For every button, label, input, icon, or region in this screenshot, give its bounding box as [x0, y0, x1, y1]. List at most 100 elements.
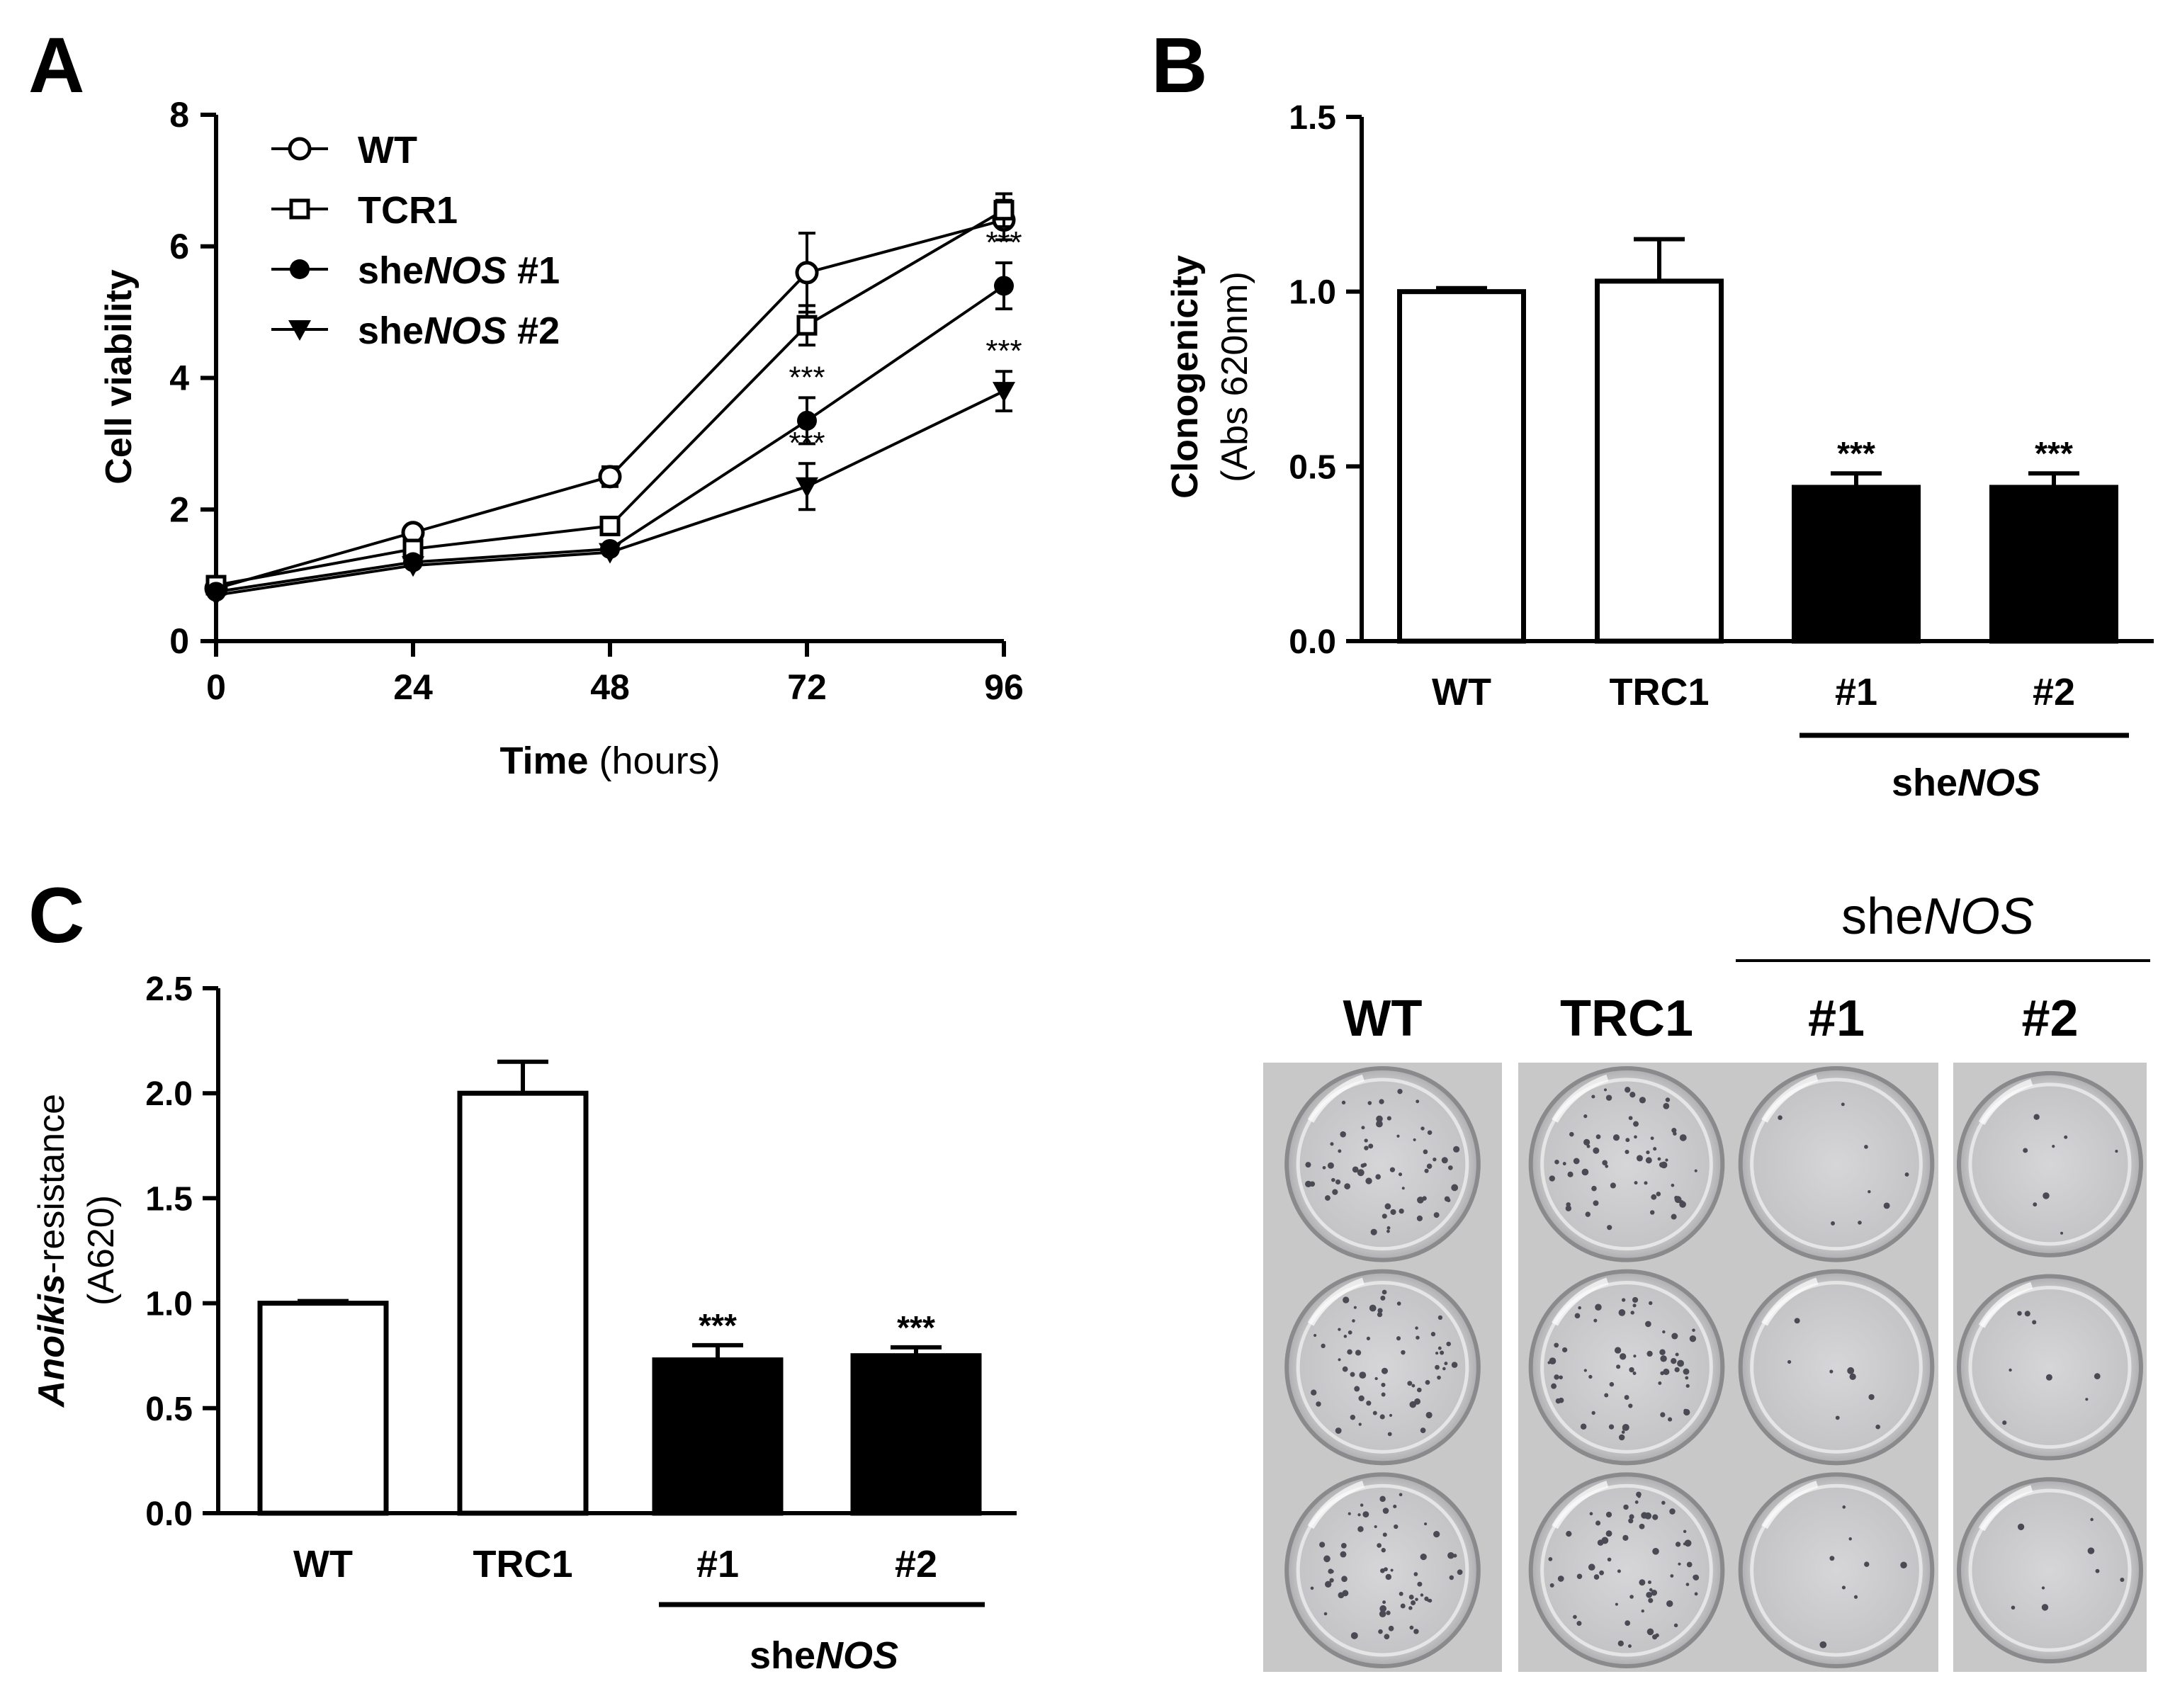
colony-dot — [1625, 1087, 1631, 1093]
y-tick-label: 0 — [169, 621, 189, 661]
colony-dot — [1573, 1614, 1577, 1619]
colony-dot — [1549, 1357, 1557, 1365]
colony-dot — [1344, 1183, 1350, 1189]
colony-dot — [1325, 1580, 1332, 1588]
plate-column-n1: #1 — [1734, 990, 1938, 1672]
colony-dot — [1595, 1520, 1601, 1526]
colony-dot — [1829, 1369, 1834, 1374]
colony-dot — [1331, 1177, 1335, 1182]
bar-n1 — [652, 1357, 784, 1516]
colony-dot — [1609, 1381, 1615, 1387]
marker-open-circle — [795, 261, 819, 285]
colony-dot — [1614, 1347, 1622, 1354]
legend-label: TCR1 — [358, 189, 458, 232]
well-glare — [1307, 1074, 1365, 1123]
colony-dot — [1335, 1179, 1341, 1185]
colony-dot — [1389, 1413, 1393, 1418]
colony-dot — [1671, 1128, 1677, 1133]
colony-dot — [1365, 1177, 1372, 1184]
colony-dot — [1398, 1172, 1403, 1177]
colony-dot — [1625, 1620, 1631, 1627]
colony-dot — [1447, 1551, 1454, 1559]
colony-dot — [1595, 1303, 1602, 1311]
colony-dot — [1357, 1169, 1365, 1177]
colony-dot — [1554, 1159, 1559, 1165]
legend-label: WT — [358, 129, 417, 171]
colony-dot — [1360, 1163, 1365, 1168]
well-glare — [1552, 1277, 1609, 1326]
well-rim-highlight — [1750, 1281, 1923, 1454]
colony-dot — [1446, 1341, 1451, 1347]
colony-dot — [1408, 1595, 1414, 1600]
y-tick-label: 8 — [169, 95, 189, 135]
colony-dot — [1417, 1387, 1422, 1393]
colony-dot — [1338, 1592, 1345, 1599]
colony-dot — [1641, 1609, 1644, 1613]
colony-dot — [1607, 1225, 1612, 1231]
culture-well — [1738, 1472, 1935, 1669]
colony-dot — [1416, 1099, 1420, 1104]
plate-column-label: TRC1 — [1560, 990, 1693, 1047]
series-tcr1 — [205, 192, 1015, 596]
colony-dot — [1425, 1411, 1433, 1419]
chart-c-ticks: 0.0 0.5 1.0 1.5 2.0 2.5 — [145, 971, 218, 1533]
plate-column-label: #1 — [1808, 990, 1865, 1047]
colony-dot — [1569, 1131, 1574, 1137]
colony-dot — [1330, 1142, 1334, 1146]
colony-dot — [1382, 1508, 1389, 1514]
marker-filled-circle — [797, 410, 817, 431]
colony-dot — [1343, 1296, 1350, 1303]
colony-dot — [1382, 1532, 1387, 1537]
colony-dot — [2017, 1523, 2025, 1530]
chart-b-group-label-ital: NOS — [1958, 762, 2040, 804]
plate-column-wt: WT — [1263, 990, 1502, 1672]
colony-dot — [1650, 1136, 1654, 1141]
colony-dot — [1442, 1367, 1446, 1371]
colony-dot — [1607, 1557, 1612, 1562]
series-shenos-1: *** *** — [206, 225, 1022, 602]
colony-dot — [1679, 1201, 1686, 1208]
colony-dot — [1689, 1335, 1697, 1342]
colony-dot — [1386, 1226, 1391, 1230]
colony-dot — [1425, 1380, 1430, 1385]
well-rim-highlight — [1750, 1078, 1923, 1251]
colony-dot — [1388, 1625, 1394, 1631]
bar-n2 — [1989, 485, 2118, 644]
significance-mark: *** — [2035, 435, 2073, 472]
colony-dot — [1593, 1318, 1598, 1323]
colony-dot — [1323, 1555, 1331, 1563]
colony-dot — [1657, 1157, 1661, 1161]
photo-columns: WT TRC1 #1 #2 — [1263, 990, 2147, 1672]
colony-dot — [1357, 1526, 1364, 1532]
colony-dot — [2033, 1114, 2040, 1120]
colony-dot — [1636, 1155, 1643, 1162]
y-tick-label: 0.0 — [145, 1495, 193, 1533]
colony-dot — [1671, 1183, 1675, 1187]
colony-dot — [1694, 1592, 1698, 1596]
chart-a-x-label: Time (hours) — [499, 740, 720, 782]
y-tick-label: 2.0 — [145, 1075, 193, 1113]
marker-filled-triangle — [599, 543, 621, 564]
colony-dot — [2052, 1145, 2055, 1148]
colony-dot — [1603, 1088, 1608, 1092]
colony-dot — [1360, 1503, 1364, 1507]
colony-dot — [1658, 1381, 1662, 1385]
colony-dot — [1549, 1175, 1555, 1182]
significance-mark: *** — [897, 1309, 935, 1346]
chart-b-group-label: sheNOS — [1892, 762, 2040, 804]
colony-dot — [2094, 1373, 2101, 1380]
colony-dot — [1853, 1595, 1858, 1599]
colony-dot — [1364, 1146, 1369, 1150]
colony-dot — [1646, 1591, 1653, 1598]
colony-dot — [1835, 1415, 1840, 1420]
marker-filled-circle — [290, 259, 310, 279]
well-glare — [1307, 1277, 1365, 1326]
x-tick-label: 48 — [590, 667, 630, 707]
colony-dot — [2032, 1320, 2037, 1325]
marker-open-square — [796, 315, 818, 336]
well-glare — [1552, 1481, 1609, 1529]
colony-dot — [1364, 1138, 1368, 1143]
colony-dot — [1868, 1393, 1875, 1401]
colony-dot — [2033, 1202, 2038, 1207]
colony-dot — [1377, 1543, 1382, 1548]
